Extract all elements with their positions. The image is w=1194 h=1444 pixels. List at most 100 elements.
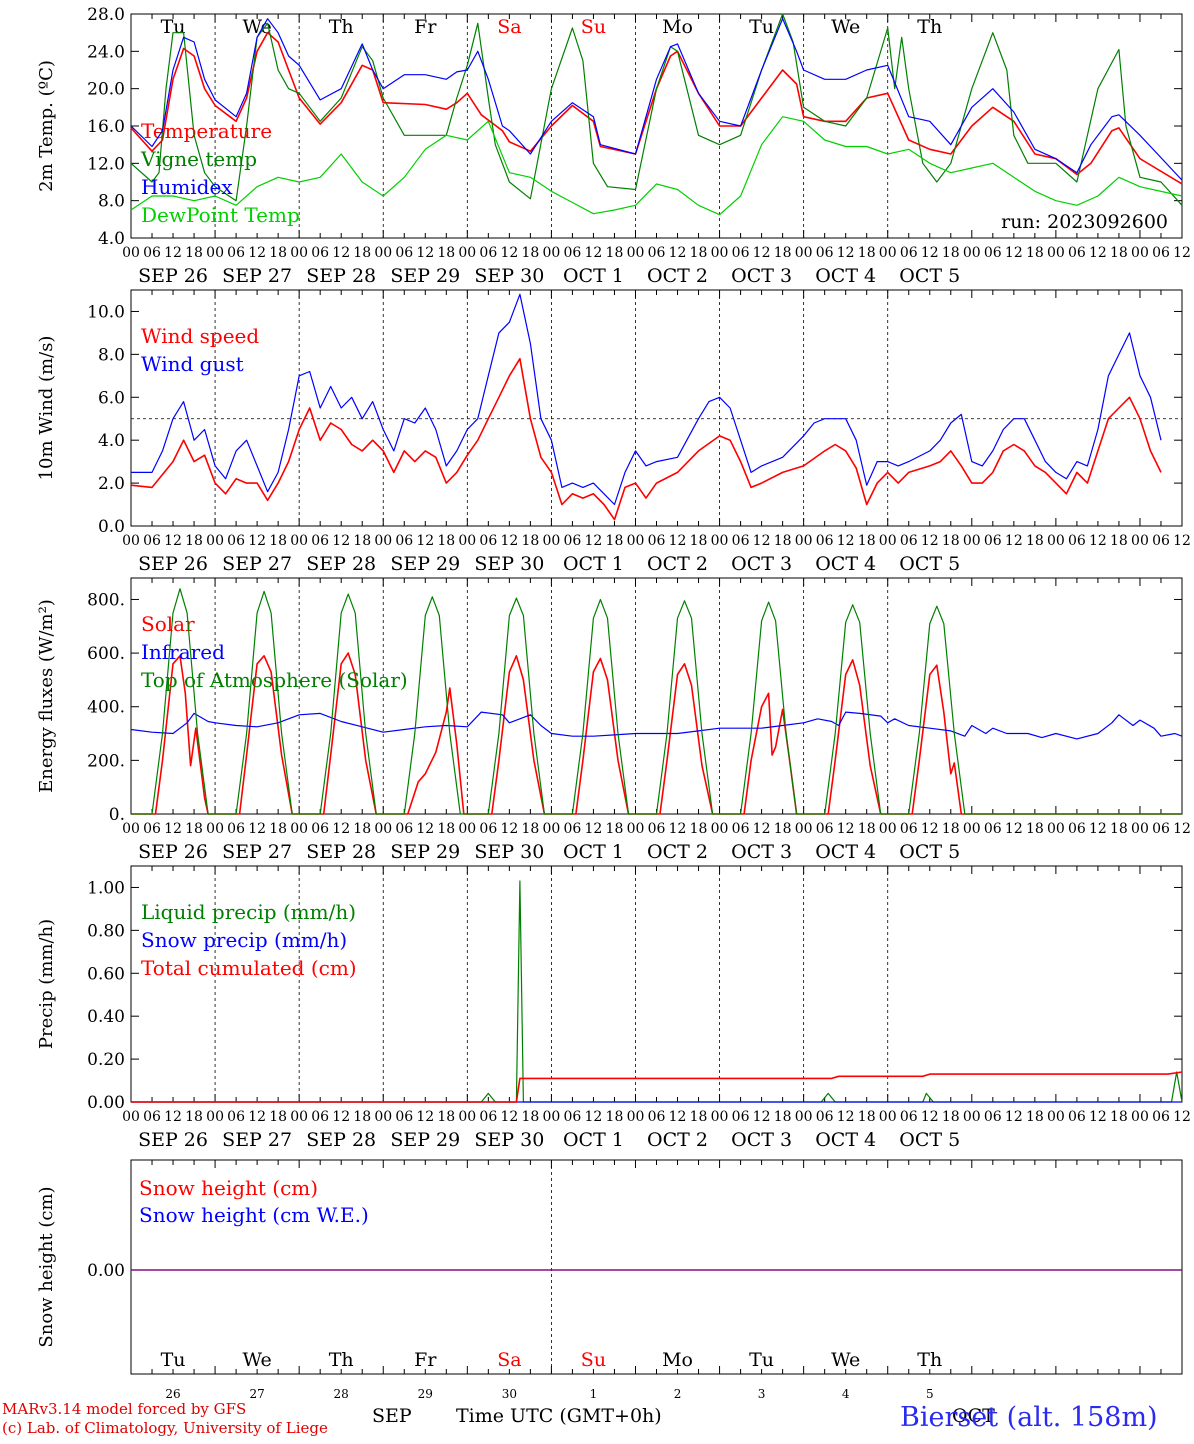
date-label: OCT 4 [815,265,876,287]
x-hour-label: 18 [1110,1109,1128,1125]
date-label: SEP 27 [222,841,292,863]
x-hour-label: 12 [248,245,266,261]
x-hour-label: 18 [1026,821,1044,837]
x-hour-label: 18 [1110,533,1128,549]
x-hour-label: 18 [1026,245,1044,261]
x-hour-label: 00 [206,533,224,549]
x-hour-label: 06 [1152,245,1170,261]
weekday-label: Mo [662,16,693,38]
x-hour-label: 00 [879,1109,897,1125]
x-hour-label: 12 [500,821,518,837]
x-hour-label: 00 [1047,1109,1065,1125]
y-tick-label: 10.0 [87,302,125,322]
x-hour-label: 12 [164,821,182,837]
time-axis-label: Time UTC (GMT+0h) [456,1405,662,1427]
x-hour-label: 06 [984,821,1002,837]
legend-label: Solar [141,612,195,636]
date-label: SEP 29 [390,1129,460,1151]
x-hour-label: 18 [185,533,203,549]
y-tick-label: 6.0 [98,388,125,408]
weekday-label: We [831,1349,860,1371]
date-label: OCT 4 [815,1129,876,1151]
x-hour-label: 06 [1152,821,1170,837]
x-hour-label: 12 [669,533,687,549]
y-tick-label: 8.0 [98,345,125,365]
x-hour-label: 06 [816,1109,834,1125]
x-hour-label: 06 [648,533,666,549]
x-hour-label: 18 [690,821,708,837]
x-hour-label: 06 [1068,533,1086,549]
x-hour-label: 18 [942,821,960,837]
x-hour-label: 12 [1089,821,1107,837]
y-tick-label: 600. [87,644,125,664]
legend-label: Wind gust [141,352,244,376]
y-axis-label: Energy fluxes (W/m²) [36,599,57,793]
x-hour-label: 06 [564,821,582,837]
x-hour-label: 06 [143,245,161,261]
x-hour-label: 06 [311,1109,329,1125]
plot-frame-wind [130,289,1183,527]
x-hour-label: 06 [648,245,666,261]
x-hour-label: 00 [963,821,981,837]
x-hour-label: 12 [921,1109,939,1125]
x-hour-label: 12 [837,821,855,837]
x-hour-label: 12 [1089,245,1107,261]
x-hour-label: 12 [164,245,182,261]
date-label: SEP 27 [222,265,292,287]
x-hour-label: 00 [795,821,813,837]
x-hour-label: 12 [1173,533,1191,549]
x-hour-label: 12 [585,533,603,549]
date-label: OCT 4 [815,553,876,575]
x-hour-label: 00 [711,821,729,837]
x-hour-label: 18 [690,1109,708,1125]
x-hour-label: 12 [500,245,518,261]
x-hour-label: 12 [753,245,771,261]
x-hour-label: 00 [542,245,560,261]
x-hour-label: 12 [921,821,939,837]
weekday-label: Th [917,16,942,38]
x-hour-label: 12 [669,821,687,837]
x-hour-label: 12 [416,1109,434,1125]
date-label: OCT 5 [899,1129,960,1151]
day-number-label: 2 [674,1387,682,1401]
day-number-label: 29 [418,1387,433,1401]
y-axis-label: 2m Temp. (ºC) [36,60,57,192]
legend-label: Total cumulated (cm) [141,956,357,980]
legend-label: Snow height (cm) [139,1176,318,1200]
date-label: SEP 26 [138,841,208,863]
weekday-label: Fr [414,16,437,38]
x-hour-label: 12 [1089,1109,1107,1125]
x-hour-label: 12 [248,533,266,549]
x-hour-label: 06 [479,245,497,261]
weekday-label: Su [581,1349,606,1371]
x-hour-label: 00 [290,245,308,261]
x-hour-label: 12 [837,533,855,549]
legend-label: Infrared [141,640,225,664]
x-hour-label: 06 [564,533,582,549]
series-line [130,13,1183,206]
x-hour-label: 18 [269,245,287,261]
x-hour-label: 18 [185,245,203,261]
x-hour-label: 18 [606,245,624,261]
x-hour-label: 00 [290,821,308,837]
x-hour-label: 18 [437,245,455,261]
weekday-label: Sa [497,1349,521,1371]
date-label: OCT 5 [899,553,960,575]
x-hour-label: 12 [500,1109,518,1125]
day-number-label: 27 [249,1387,264,1401]
x-hour-label: 18 [858,1109,876,1125]
x-hour-label: 18 [521,821,539,837]
y-tick-label: 0.00 [87,1261,125,1281]
x-hour-label: 18 [437,821,455,837]
weekday-label: Sa [497,16,521,38]
x-hour-label: 12 [164,533,182,549]
x-hour-label: 00 [1131,245,1149,261]
legend-label: Humidex [141,175,233,199]
x-hour-label: 18 [269,821,287,837]
x-hour-label: 06 [1068,821,1086,837]
x-hour-label: 00 [879,821,897,837]
date-label: SEP 30 [474,841,544,863]
x-hour-label: 00 [206,245,224,261]
weekday-label: Th [329,1349,354,1371]
x-hour-label: 18 [606,1109,624,1125]
